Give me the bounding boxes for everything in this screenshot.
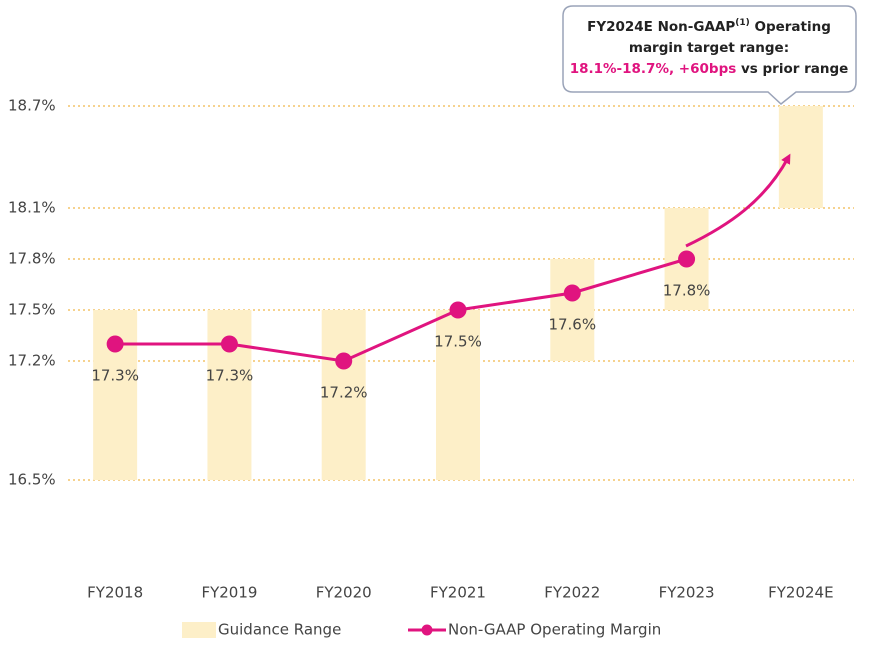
callout-line2: margin target range: — [629, 40, 789, 56]
x-tick-label: FY2021 — [430, 584, 486, 602]
value-label: 17.3% — [91, 367, 139, 385]
guidance-bar — [321, 310, 366, 480]
x-tick-label: FY2019 — [201, 584, 257, 602]
margin-point — [106, 335, 124, 353]
legend-swatch — [182, 622, 216, 638]
y-tick-label: 16.5% — [8, 471, 56, 489]
value-label: 17.6% — [548, 316, 596, 334]
value-label: 17.3% — [206, 367, 254, 385]
legend-dot — [421, 624, 433, 636]
y-tick-label: 18.1% — [8, 199, 56, 217]
legend-label: Non-GAAP Operating Margin — [448, 621, 661, 639]
value-label: 17.5% — [434, 333, 482, 351]
x-tick-label: FY2020 — [316, 584, 372, 602]
value-label: 17.2% — [320, 384, 368, 402]
margin-point — [335, 352, 353, 370]
callout-line1: FY2024E Non-GAAP(1) Operating — [587, 18, 831, 36]
y-tick-label: 17.8% — [8, 250, 56, 268]
value-label: 17.8% — [663, 282, 711, 300]
x-tick-label: FY2022 — [544, 584, 600, 602]
y-tick-label: 18.7% — [8, 97, 56, 115]
margin-point — [449, 301, 467, 319]
x-tick-label: FY2024E — [768, 584, 833, 602]
x-tick-label: FY2023 — [659, 584, 715, 602]
guidance-bar — [436, 310, 480, 480]
x-tick-label: FY2018 — [87, 584, 143, 602]
y-tick-label: 17.5% — [8, 301, 56, 319]
callout-line3: 18.1%-18.7%, +60bps vs prior range — [570, 61, 849, 77]
callout-box — [562, 5, 857, 105]
margin-point — [563, 284, 581, 302]
legend-label: Guidance Range — [218, 621, 341, 639]
margin-point — [220, 335, 238, 353]
margin-point — [678, 250, 696, 268]
trend-arrow — [685, 153, 791, 248]
guidance-bar — [550, 259, 595, 361]
y-tick-label: 17.2% — [8, 352, 56, 370]
guidance-bar — [778, 106, 823, 208]
margin-line — [115, 257, 687, 363]
